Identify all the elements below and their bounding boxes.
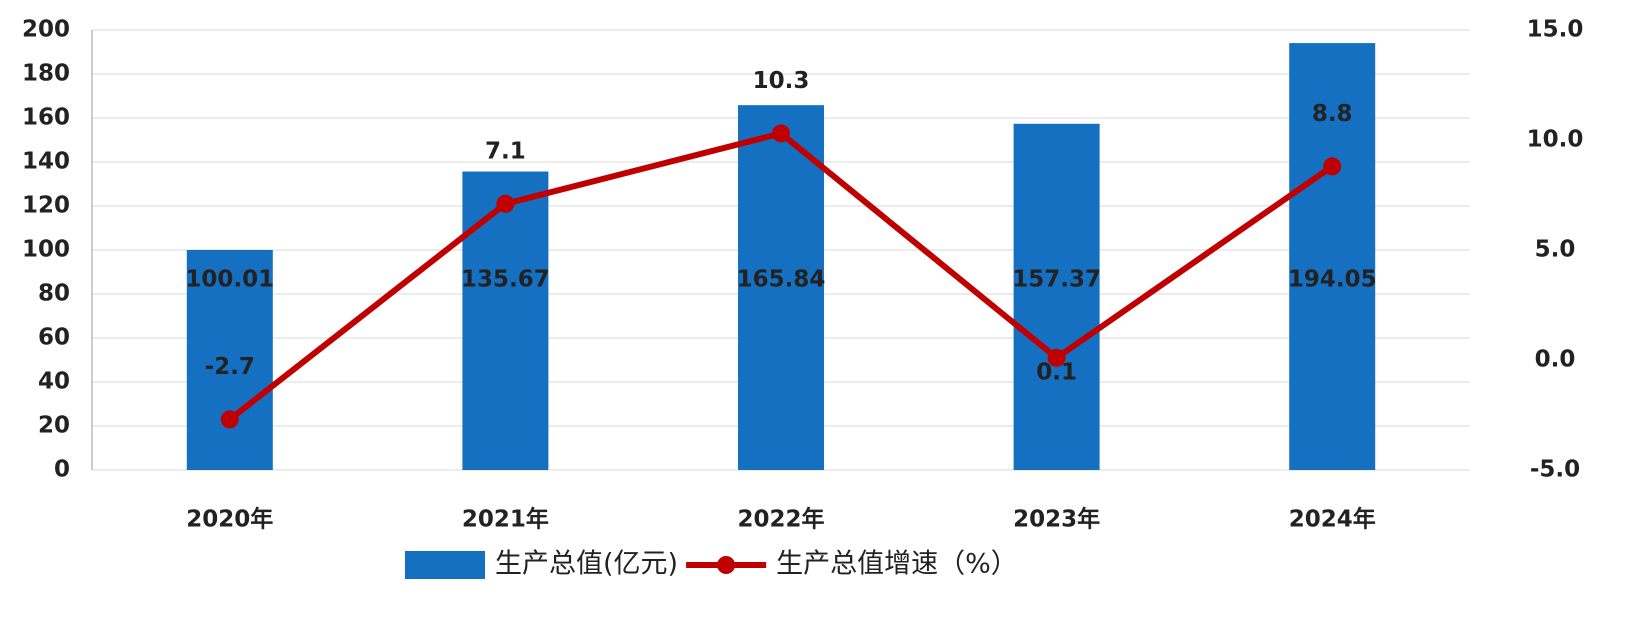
line-value-label: 8.8 bbox=[1312, 101, 1353, 127]
y2-tick-label: 0.0 bbox=[1535, 347, 1576, 373]
x-tick-label: 2020年 bbox=[186, 506, 273, 533]
bar bbox=[462, 171, 549, 470]
bar bbox=[186, 249, 273, 470]
legend-swatch bbox=[405, 551, 485, 579]
y2-tick-label: 10.0 bbox=[1527, 127, 1584, 153]
line-value-label: -2.7 bbox=[205, 354, 255, 380]
legend-swatch bbox=[717, 556, 736, 574]
bar-value-label: 165.84 bbox=[737, 267, 826, 293]
line-marker bbox=[496, 194, 515, 213]
line-marker bbox=[1323, 157, 1342, 176]
y-tick-label: 200 bbox=[22, 17, 70, 43]
x-tick-label: 2024年 bbox=[1289, 506, 1376, 533]
y-tick-label: 60 bbox=[38, 325, 70, 351]
bar bbox=[738, 105, 824, 470]
line-value-label: 0.1 bbox=[1036, 359, 1077, 385]
line-marker bbox=[772, 124, 790, 143]
bar-value-label: 157.37 bbox=[1012, 267, 1101, 293]
line-value-label: 7.1 bbox=[485, 138, 526, 164]
y-tick-label: 140 bbox=[22, 149, 70, 175]
x-tick-label: 2022年 bbox=[737, 506, 824, 533]
y-tick-label: 40 bbox=[38, 369, 70, 395]
x-tick-label: 2021年 bbox=[462, 506, 549, 533]
y-tick-label: 160 bbox=[22, 105, 70, 131]
legend-label: 生产总值增速（%） bbox=[776, 549, 1018, 580]
y-tick-label: 180 bbox=[22, 61, 70, 87]
y-tick-label: 0 bbox=[54, 457, 70, 483]
y2-tick-label: -5.0 bbox=[1530, 457, 1580, 483]
y2-tick-label: 15.0 bbox=[1527, 17, 1584, 43]
y-tick-label: 100 bbox=[22, 237, 70, 263]
bar bbox=[1289, 43, 1376, 471]
line-marker bbox=[1047, 348, 1066, 367]
y-tick-label: 120 bbox=[22, 193, 70, 219]
x-tick-label: 2023年 bbox=[1013, 506, 1100, 533]
line-marker bbox=[220, 410, 239, 429]
line-value-label: 10.3 bbox=[753, 68, 810, 94]
bar bbox=[1013, 123, 1100, 470]
bar-value-label: 194.05 bbox=[1288, 267, 1377, 293]
bar-value-label: 100.01 bbox=[185, 267, 274, 293]
y-tick-label: 20 bbox=[38, 413, 70, 439]
bar-value-label: 135.67 bbox=[461, 267, 550, 293]
y-tick-label: 80 bbox=[38, 281, 70, 307]
legend-label: 生产总值(亿元) bbox=[495, 549, 678, 580]
y2-tick-label: 5.0 bbox=[1535, 237, 1576, 263]
